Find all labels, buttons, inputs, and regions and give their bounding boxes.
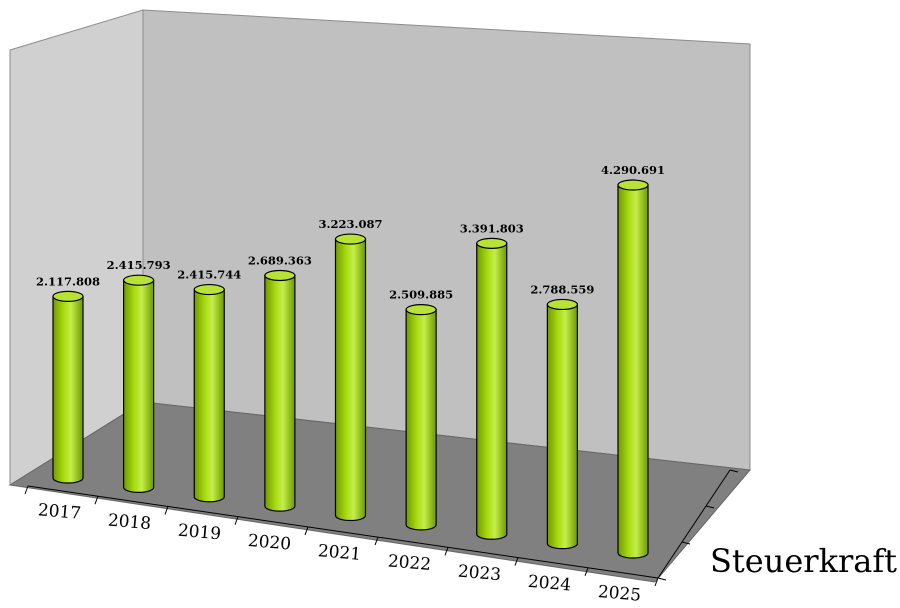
bar (476, 237, 508, 540)
back-wall (142, 9, 751, 471)
depth-tick (705, 505, 715, 509)
bar (405, 304, 437, 531)
bar-top (264, 269, 296, 282)
value-label: 2.788.559 (530, 282, 594, 296)
category-labels: 2017 2018 2019 2020 2021 2022 2023 2024 2025 (37, 500, 642, 605)
category-label: 2023 (457, 562, 502, 586)
category-label: 2021 (317, 541, 362, 565)
bar-top (52, 290, 84, 302)
bar-body (334, 238, 367, 522)
x-tick (304, 526, 309, 536)
x-tick (94, 496, 99, 505)
value-label: 3.391.803 (460, 221, 524, 235)
category-label: 2018 (107, 511, 152, 535)
category-label: 2024 (527, 572, 572, 596)
depth-axis-line (657, 469, 731, 579)
x-tick (444, 547, 449, 556)
value-label: 3.223.087 (318, 217, 382, 231)
series-label: Steuerkraft (710, 542, 897, 580)
bar (546, 298, 578, 550)
x-tick (24, 485, 29, 495)
bar-top (193, 283, 225, 296)
bar-body (405, 309, 437, 531)
bar-body (476, 242, 508, 540)
bar-top (405, 304, 437, 316)
bar-body (264, 274, 296, 512)
x-tick (234, 516, 239, 525)
bar-top (334, 233, 367, 245)
bar-body (123, 279, 155, 493)
bar-top (123, 274, 155, 286)
x-tick (374, 536, 379, 546)
bar (334, 233, 367, 522)
x-tick (654, 577, 659, 587)
depth-tick (681, 541, 691, 545)
category-label: 2025 (597, 582, 642, 606)
value-label: 2.117.808 (36, 274, 100, 288)
category-label: 2017 (37, 500, 82, 524)
value-label: 2.509.885 (389, 288, 453, 302)
bars (52, 179, 649, 559)
category-label: 2022 (387, 551, 432, 575)
x-axis-line (27, 485, 659, 579)
bar-body (546, 303, 578, 550)
category-label: 2019 (177, 521, 222, 545)
bar (617, 179, 649, 559)
bar-top (476, 237, 508, 249)
bar-top (546, 298, 578, 311)
value-label: 2.689.363 (248, 253, 312, 267)
x-tick (584, 567, 589, 576)
bar-top (617, 179, 649, 191)
bar-body (617, 184, 649, 559)
value-labels: 2.117.808 2.415.793 2.415.744 2.689.363 3.22… (36, 163, 665, 302)
value-label: 2.415.793 (107, 258, 171, 272)
bar (264, 269, 296, 512)
value-label: 2.415.744 (177, 268, 241, 282)
bar-body (52, 295, 84, 484)
value-label: 4.290.691 (601, 163, 665, 177)
bar (193, 283, 225, 503)
x-tick (164, 506, 169, 515)
bar (123, 274, 155, 493)
depth-tick (657, 577, 667, 581)
axis-ticks (24, 469, 739, 587)
category-label: 2020 (247, 531, 292, 555)
bar (52, 290, 84, 484)
depth-tick (729, 469, 739, 473)
x-tick (514, 557, 519, 566)
bar-body (193, 288, 225, 503)
